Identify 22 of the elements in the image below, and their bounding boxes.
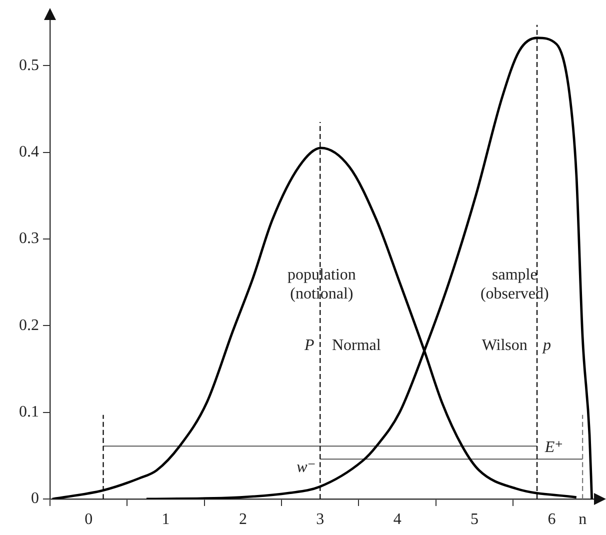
x-tick-label: 6 xyxy=(548,510,556,528)
annotation: P xyxy=(303,336,314,354)
annotation: p xyxy=(542,336,552,354)
x-tick-label: 1 xyxy=(162,510,170,528)
annotation: sample (observed) xyxy=(480,266,549,303)
y-tick-label: 0.4 xyxy=(19,143,39,160)
x-tick-label: 0 xyxy=(84,510,93,528)
y-tick-label: 0.2 xyxy=(19,316,39,334)
y-tick-label: 0.3 xyxy=(19,230,39,248)
y-tick-label: 0.5 xyxy=(19,56,39,74)
y-tick-label: 0 xyxy=(31,490,39,508)
annotation: Normal xyxy=(332,336,382,354)
annotation: w⁻ xyxy=(296,459,316,476)
x-tick-label: 4 xyxy=(393,510,402,528)
x-tick-label: 3 xyxy=(316,510,324,528)
x-tick-label: 2 xyxy=(238,510,247,528)
x-tick-label: 5 xyxy=(470,510,479,528)
x-tick-label: n xyxy=(578,510,587,528)
annotation: E⁺ xyxy=(544,439,564,456)
annotation: Wilson xyxy=(482,336,528,354)
annotation: population (notional) xyxy=(287,266,356,303)
y-tick-label: 0.1 xyxy=(19,404,39,421)
